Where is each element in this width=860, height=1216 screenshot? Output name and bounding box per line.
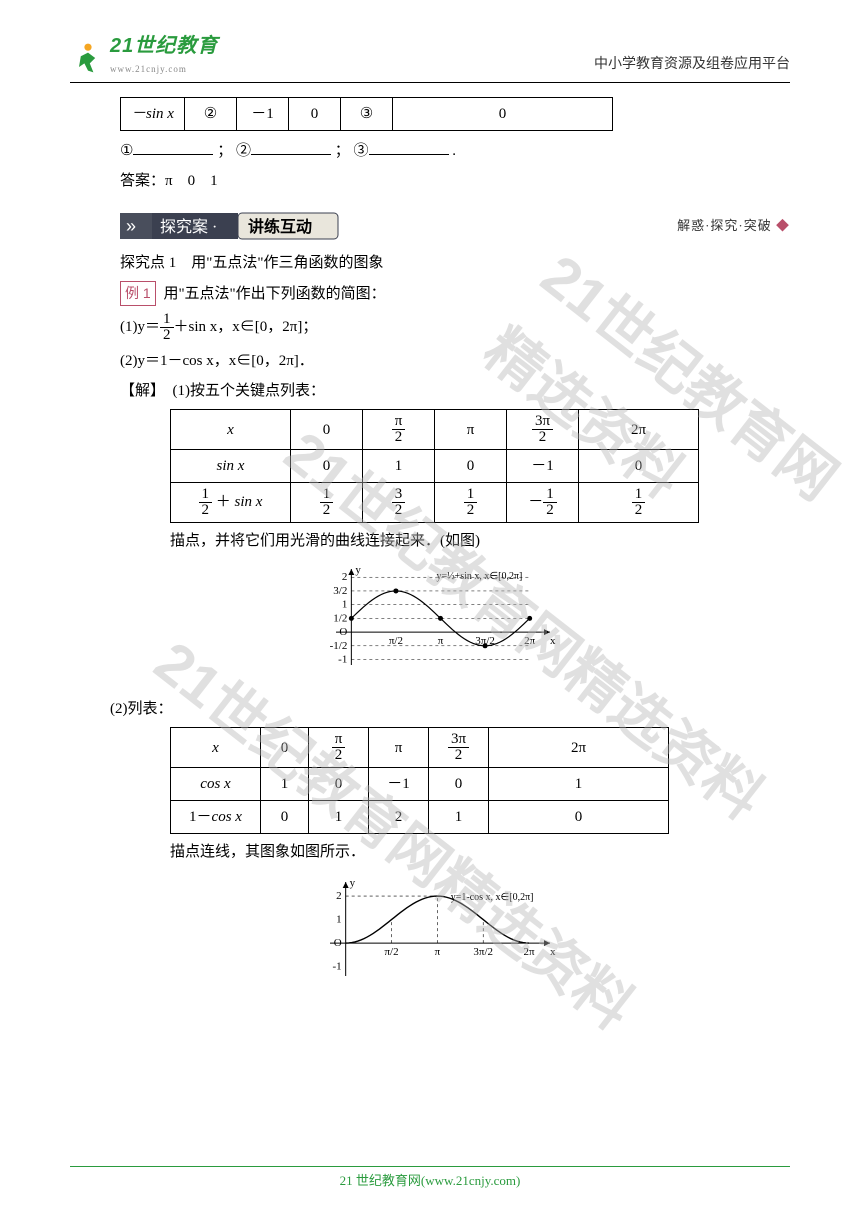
svg-text:π: π [435,946,441,958]
label: 【解】 [120,383,158,399]
fill-blank-line: ① ； ② ； ③ . [120,139,790,163]
answers: 答案：π 0 1 [120,169,790,193]
label: ② [236,143,251,159]
page-header: 21世纪教育 www.21cnjy.com 中小学教育资源及组卷应用平台 [70,30,790,76]
blank-field[interactable] [251,140,331,155]
badge-right: 解惑·探究·突破 ◆ [677,216,790,237]
svg-text:y: y [350,877,356,889]
chart1: yx23/211/2O-1/2-1π/2π3π/22πy=½+sin x, x∈… [70,561,790,689]
svg-text:π: π [438,635,444,647]
badge-icon: » 探究案 · 讲练互动 [120,211,400,241]
label: ③ [354,143,369,159]
page-footer: 21 世纪教育网(www.21cnjy.com) [70,1166,790,1192]
svg-text:讲练互动: 讲练互动 [248,217,312,236]
blank-field[interactable] [133,140,213,155]
svg-text:1/2: 1/2 [333,613,347,625]
point-title: 探究点 1 用"五点法"作三角函数的图象 [120,251,790,275]
table-cell: ② [185,98,237,131]
logo-url: www.21cnjy.com [110,62,218,76]
logo-text: 21世纪教育 [110,30,218,62]
label: ＋sin x，x∈[0，2π]； [174,319,318,335]
runner-icon [70,40,106,76]
q1: (1)y＝12＋sin x，x∈[0，2π]； [120,312,790,343]
table3: x 0 π2 π 3π2 2π cos x10－101 1－cos x01210 [170,727,669,834]
svg-text:1: 1 [342,599,348,611]
svg-text:O: O [339,626,347,638]
header-divider [70,82,790,83]
label: . [452,143,456,159]
svg-text:2: 2 [336,890,342,902]
solution-start: 【解】 (1)按五个关键点列表： [120,379,790,403]
example-line: 例 1 用"五点法"作出下列函数的简图： [120,281,790,306]
logo: 21世纪教育 www.21cnjy.com [70,30,218,76]
label: (1)y＝ [120,319,160,335]
svg-text:»: » [126,216,136,236]
svg-text:π/2: π/2 [384,946,398,958]
section-badge: » 探究案 · 讲练互动 解惑·探究·突破 ◆ [120,211,790,241]
top-table: －sin x ② －1 0 ③ 0 [120,97,613,131]
svg-text:y=½+sin x, x∈[0,2π]: y=½+sin x, x∈[0,2π] [436,572,522,583]
svg-text:2π: 2π [524,635,536,647]
svg-text:O: O [334,937,342,949]
label: (1)按五个关键点列表： [173,383,326,399]
svg-text:3/2: 3/2 [333,585,347,597]
answer-text: π 0 1 [165,173,218,189]
svg-text:探究案 ·: 探究案 · [160,218,217,236]
q2-list: (2)列表： [110,697,790,721]
q2: (2)y＝1－cos x，x∈[0，2π]． [120,349,790,373]
table-cell: ③ [341,98,393,131]
label: ； [335,143,350,159]
svg-text:x: x [550,946,556,958]
table-cell: －1 [237,98,289,131]
table-cell: 0 [393,98,613,131]
footer-divider [70,1166,790,1167]
svg-text:π/2: π/2 [389,635,403,647]
table2: x 0 π2 π 3π2 2π sin x010－10 12 ＋ sin x 1… [170,409,699,523]
label: 答案： [120,173,165,189]
svg-text:1: 1 [336,914,342,926]
label: ① [120,143,133,159]
svg-text:x: x [550,635,556,647]
svg-text:-1: -1 [338,654,347,666]
table-cell: 0 [289,98,341,131]
svg-text:2: 2 [342,572,348,584]
svg-text:y: y [355,564,361,576]
svg-text:2π: 2π [524,946,536,958]
example-text: 用"五点法"作出下列函数的简图： [163,286,385,302]
footer-text: 21 世纪教育网(www.21cnjy.com) [340,1173,521,1188]
chart2: y x 2 1 O -1 π/2 π 3π/2 2π y=1-cos x, x∈[0,2π] [70,872,790,1000]
table-cell: －sin x [121,98,185,131]
label: ； [217,143,232,159]
svg-text:3π/2: 3π/2 [473,946,493,958]
plot1-caption: 描点，并将它们用光滑的曲线连接起来．(如图) [170,529,790,553]
svg-text:-1: -1 [333,961,342,973]
blank-field[interactable] [369,140,449,155]
plot2-caption: 描点连线，其图象如图所示． [170,840,790,864]
svg-text:-1/2: -1/2 [330,640,348,652]
svg-text:y=1-cos x, x∈[0,2π]: y=1-cos x, x∈[0,2π] [451,892,534,903]
example-badge: 例 1 [120,281,156,305]
header-subtitle: 中小学教育资源及组卷应用平台 [594,54,790,76]
